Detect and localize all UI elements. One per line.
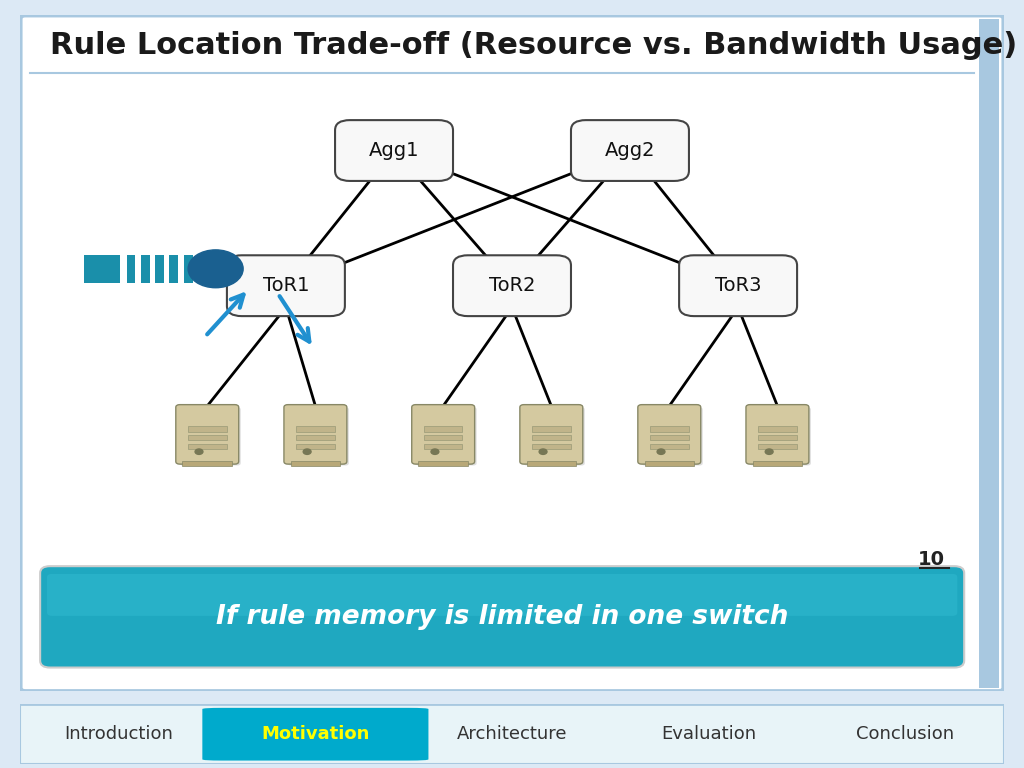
Bar [532, 426, 570, 432]
Bar [296, 426, 335, 432]
Bar [188, 426, 226, 432]
Bar [532, 444, 570, 449]
Text: Architecture: Architecture [457, 725, 567, 743]
Bar [183, 255, 193, 283]
Bar [424, 444, 463, 449]
FancyBboxPatch shape [642, 407, 702, 465]
Bar [650, 426, 688, 432]
FancyBboxPatch shape [176, 405, 239, 464]
FancyBboxPatch shape [284, 405, 347, 464]
Bar [758, 426, 797, 432]
Bar [291, 461, 340, 466]
Text: Introduction: Introduction [65, 725, 173, 743]
FancyBboxPatch shape [288, 407, 349, 465]
FancyBboxPatch shape [412, 405, 475, 464]
FancyBboxPatch shape [40, 566, 965, 667]
FancyBboxPatch shape [47, 574, 957, 616]
Text: Evaluation: Evaluation [662, 725, 756, 743]
Bar [296, 444, 335, 449]
FancyBboxPatch shape [227, 255, 345, 316]
FancyBboxPatch shape [679, 255, 797, 316]
FancyBboxPatch shape [524, 407, 585, 465]
FancyBboxPatch shape [453, 255, 571, 316]
Circle shape [657, 449, 665, 455]
Bar [758, 435, 797, 441]
FancyBboxPatch shape [416, 407, 476, 465]
Circle shape [765, 449, 773, 455]
Bar [156, 255, 164, 283]
FancyBboxPatch shape [335, 120, 453, 181]
Bar [296, 435, 335, 441]
Circle shape [431, 449, 439, 455]
Text: If rule memory is limited in one switch: If rule memory is limited in one switch [216, 604, 788, 630]
Text: 10: 10 [918, 550, 944, 569]
Circle shape [539, 449, 547, 455]
Bar [182, 461, 232, 466]
Text: ToR3: ToR3 [715, 276, 762, 295]
FancyBboxPatch shape [750, 407, 811, 465]
Bar [424, 426, 463, 432]
Bar [758, 444, 797, 449]
Bar [84, 255, 120, 283]
Circle shape [188, 250, 243, 288]
Circle shape [195, 449, 203, 455]
Text: Conclusion: Conclusion [856, 725, 954, 743]
Text: Agg1: Agg1 [369, 141, 419, 160]
FancyBboxPatch shape [638, 405, 700, 464]
Bar [419, 461, 468, 466]
Bar [424, 435, 463, 441]
FancyBboxPatch shape [20, 15, 1004, 691]
Bar [526, 461, 577, 466]
Bar [169, 255, 178, 283]
FancyBboxPatch shape [203, 708, 428, 760]
FancyBboxPatch shape [571, 120, 689, 181]
FancyBboxPatch shape [180, 407, 241, 465]
Circle shape [303, 449, 311, 455]
Bar [650, 444, 688, 449]
Bar [644, 461, 694, 466]
Text: Agg2: Agg2 [605, 141, 655, 160]
Bar [188, 435, 226, 441]
Bar [532, 435, 570, 441]
FancyBboxPatch shape [520, 405, 583, 464]
Bar [188, 444, 226, 449]
Bar [979, 18, 998, 688]
Bar [650, 435, 688, 441]
Text: ToR1: ToR1 [262, 276, 309, 295]
Text: Motivation: Motivation [261, 725, 370, 743]
Bar [127, 255, 135, 283]
Bar [753, 461, 802, 466]
Text: ToR2: ToR2 [488, 276, 536, 295]
Text: Rule Location Trade-off (Resource vs. Bandwidth Usage): Rule Location Trade-off (Resource vs. Ba… [50, 31, 1017, 60]
FancyBboxPatch shape [745, 405, 809, 464]
Bar [141, 255, 150, 283]
